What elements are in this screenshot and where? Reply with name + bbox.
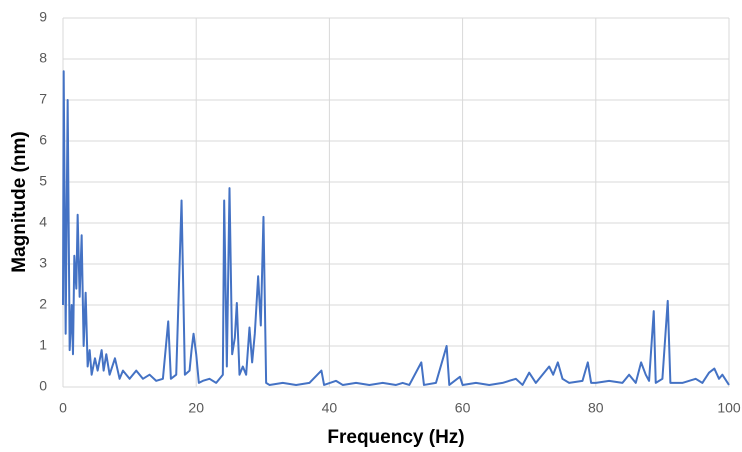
y-tick-label: 4 — [39, 214, 47, 230]
x-tick-label: 40 — [322, 400, 338, 416]
y-tick-label: 8 — [39, 50, 47, 66]
y-tick-label: 7 — [39, 91, 47, 107]
y-tick-label: 2 — [39, 296, 47, 312]
x-tick-label: 60 — [455, 400, 471, 416]
y-axis-title: Magnitude (nm) — [9, 131, 30, 272]
y-tick-label: 0 — [39, 378, 47, 394]
x-tick-label: 0 — [59, 400, 67, 416]
x-axis-title: Frequency (Hz) — [327, 427, 464, 448]
y-tick-label: 1 — [39, 337, 47, 353]
data-line — [62, 70, 730, 386]
y-tick-label: 9 — [39, 9, 47, 25]
x-tick-label: 100 — [717, 400, 741, 416]
x-tick-label: 20 — [188, 400, 204, 416]
y-tick-label: 5 — [39, 173, 47, 189]
x-tick-label: 80 — [588, 400, 604, 416]
y-tick-label: 6 — [39, 132, 47, 148]
y-tick-label: 3 — [39, 255, 47, 271]
